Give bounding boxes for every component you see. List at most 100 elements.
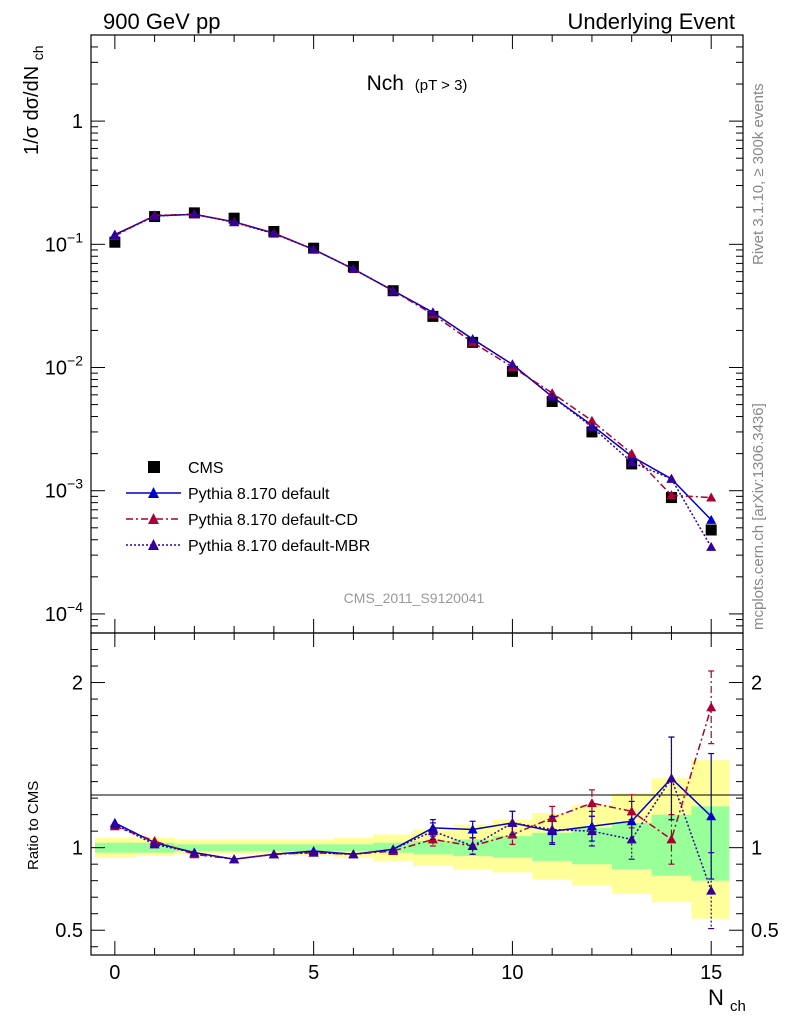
series-marker-dotted [507,359,518,369]
ratio-marker-dotted [427,826,438,836]
ratio-marker-dotted [109,819,120,829]
series-marker-dotted [348,264,359,274]
series-marker-dotted [268,228,279,238]
ratio-plot: 0.5 0.5 1 1 2 2 0 5 10 15 Ratio to CMS N ch [25,632,779,1015]
main-y-tick-label-exp: −1 [67,229,83,245]
x-axis-label: N ch [708,985,746,1015]
legend-marker-cms [148,461,160,473]
main-y-tick-label-base: 10 [45,604,67,626]
x-tick-label: 15 [700,962,722,984]
ratio-marker-dashdot [706,702,717,712]
ratio-y-tick-label: 2 [72,673,83,695]
ratio-marker-dashdot [666,834,677,844]
ratio-axis-ticks: 0.5 0.5 1 1 2 2 0 5 10 15 [55,633,779,984]
ratio-marker-dashdot [586,798,597,808]
ratio-marker-dotted [507,817,518,827]
series-marker-dotted [706,541,717,551]
legend-entry-label: Pythia 8.170 default-MBR [188,538,370,555]
ratio-band-stat [333,844,374,851]
ratio-marker-dotted [467,841,478,851]
ratio-marker-dotted [149,839,160,849]
ratio-marker-dotted [229,854,240,864]
ratio-line-dotted [114,776,712,891]
series-marker-dashdot [586,415,597,425]
main-title: Nch (pT > 3) [367,72,468,95]
ratio-band-stat [254,844,294,851]
main-y-axis-label-sub: ch [30,45,46,60]
main-y-axis-label: 1/σ dσ/dN ch [21,45,46,155]
main-y-tick-label: 10−3 [45,476,83,503]
ratio-y-axis-label: Ratio to CMS [25,781,42,870]
x-axis-label-sub: ch [730,998,746,1015]
ratio-band-stat [492,836,533,858]
series-marker-dotted [189,209,200,219]
legend-marker [148,539,159,550]
series-marker-dotted [109,230,120,240]
legend-marker [148,513,159,524]
ratio-y-tick-label-right: 1 [751,838,762,860]
series-marker-solid [706,514,717,524]
main-plot: 110−110−210−310−4 Nch (pT > 3) 1/σ dσ/dN… [21,34,744,634]
main-y-tick-label: 10−2 [45,353,83,380]
main-y-tick-label-base: 10 [45,358,67,380]
ratio-y-tick-label: 1 [72,838,83,860]
series-marker-dashdot [626,448,637,458]
main-y-tick-label: 1 [72,111,83,133]
legend-marker [148,487,159,498]
header-left-label: 900 GeV pp [103,9,220,34]
series-marker-dotted [308,244,319,254]
ratio-band-stat [94,842,135,853]
ratio-y-tick-label-right: 0.5 [751,920,779,942]
ratio-y-tick-label: 0.5 [55,920,83,942]
series-marker-dashdot [706,492,717,502]
cms-data-point [586,426,598,438]
legend-entry-label: Pythia 8.170 default-CD [188,512,358,529]
ratio-marker-dotted [348,849,359,859]
legend-entry-label: CMS [188,460,224,477]
main-title-text: Nch [367,72,404,95]
cms-data-point [109,236,121,248]
series-marker-dotted [547,391,558,401]
series-marker-dotted [388,285,399,295]
cms-data-point [546,395,558,407]
series-marker-dotted [666,473,677,483]
ratio-y-tick-label-right: 2 [751,673,762,695]
header-right-label: Underlying Event [567,9,735,34]
main-y-tick-label-base: 10 [45,481,67,503]
main-y-axis-label-text: 1/σ dσ/dN [21,66,43,155]
main-axis-ticks: 110−110−210−310−4 [45,34,743,634]
ratio-marker-dotted [666,773,677,783]
main-y-tick-label-base: 10 [45,234,67,256]
ratio-line-dashdot [114,707,712,860]
x-tick-label: 10 [501,962,523,984]
ratio-marker-solid [467,824,478,834]
ratio-marker-dotted [268,849,279,859]
ratio-marker-dashdot [626,806,637,816]
ratio-marker-dotted [626,834,637,844]
main-y-tick-label-exp: −2 [67,353,83,369]
legend-entry-label: Pythia 8.170 default [188,486,330,503]
mcplots-side-label: mcplots.cern.ch [arXiv:1306.3436] [750,403,767,630]
series-line-dashdot [114,213,712,499]
main-y-tick-label-exp: −3 [67,476,83,492]
rivet-side-label: Rivet 3.1.10, ≥ 300k events [750,83,767,265]
ratio-band-stat [214,844,254,851]
cms-data-point [506,365,518,377]
series-marker-dotted [229,217,240,227]
x-tick-label: 0 [109,962,120,984]
series-line-dotted [114,213,712,548]
ratio-marker-dotted [706,885,717,895]
main-y-tick-label: 10−4 [45,599,83,626]
main-series-group [109,207,717,551]
ratio-plot-frame [90,632,744,956]
ratio-marker-dotted [189,847,200,857]
cms-data-point [705,524,717,536]
ratio-marker-solid [706,811,717,821]
series-marker-dotted [586,421,597,431]
series-marker-dotted [467,334,478,344]
ratio-series-group [109,670,717,930]
main-y-tick-label-exp: −4 [67,599,83,615]
ratio-marker-dotted [547,824,558,834]
analysis-watermark: CMS_2011_S9120041 [344,590,485,606]
